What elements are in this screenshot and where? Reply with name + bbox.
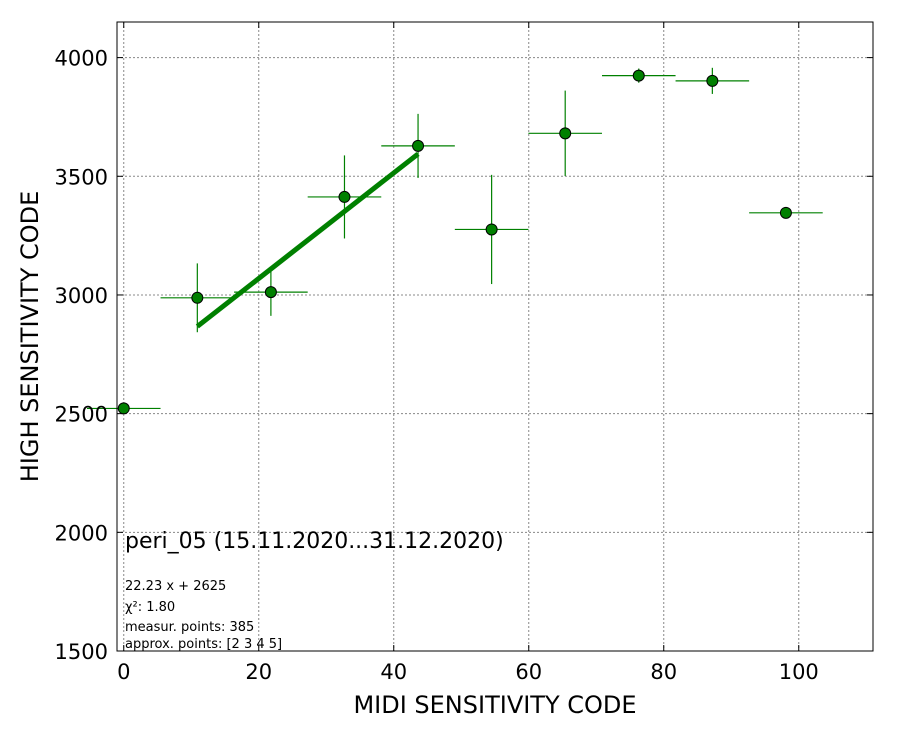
annotation-title: peri_05 (15.11.2020...31.12.2020) — [125, 529, 504, 554]
x-axis-label: MIDI SENSITIVITY CODE — [353, 691, 636, 719]
data-point — [338, 190, 351, 203]
data-point — [706, 74, 719, 87]
y-tick-label: 3000 — [55, 284, 108, 308]
tick-labels: 0 20 40 60 80 100 1500 2000 2500 3000 3500 4000 — [55, 47, 819, 684]
data-point — [191, 291, 204, 304]
fit-line — [195, 151, 420, 329]
x-tick-label: 20 — [245, 660, 272, 684]
data-point — [264, 286, 277, 299]
x-tick-label: 0 — [117, 660, 130, 684]
y-tick-label: 2000 — [55, 521, 108, 545]
chi-square: χ²: 1.80 — [125, 600, 175, 615]
y-tick-label: 1500 — [55, 640, 108, 664]
x-tick-label: 100 — [779, 660, 819, 684]
grid — [117, 22, 873, 651]
y-tick-label: 2500 — [55, 403, 108, 427]
data-point — [485, 223, 498, 236]
data-point — [632, 69, 645, 82]
fit-equation: 22.23 x + 2625 — [125, 579, 226, 594]
y-axis-label: HIGH SENSITIVITY CODE — [16, 191, 44, 483]
data-point — [117, 402, 130, 415]
x-tick-label: 80 — [650, 660, 677, 684]
data-point — [779, 206, 792, 219]
error-bars — [86, 67, 823, 411]
x-tick-label: 40 — [380, 660, 407, 684]
data-points — [117, 69, 792, 415]
data-point — [559, 127, 572, 140]
plot-frame — [116, 21, 874, 652]
measurement-points: measur. points: 385 — [125, 620, 254, 635]
ticks — [117, 22, 873, 652]
approximation-points: approx. points: [2 3 4 5] — [125, 637, 282, 652]
data-point — [412, 139, 425, 152]
y-tick-label: 4000 — [55, 47, 108, 71]
fit-line-group — [195, 151, 420, 329]
y-tick-label: 3500 — [55, 165, 108, 189]
x-tick-label: 60 — [515, 660, 542, 684]
